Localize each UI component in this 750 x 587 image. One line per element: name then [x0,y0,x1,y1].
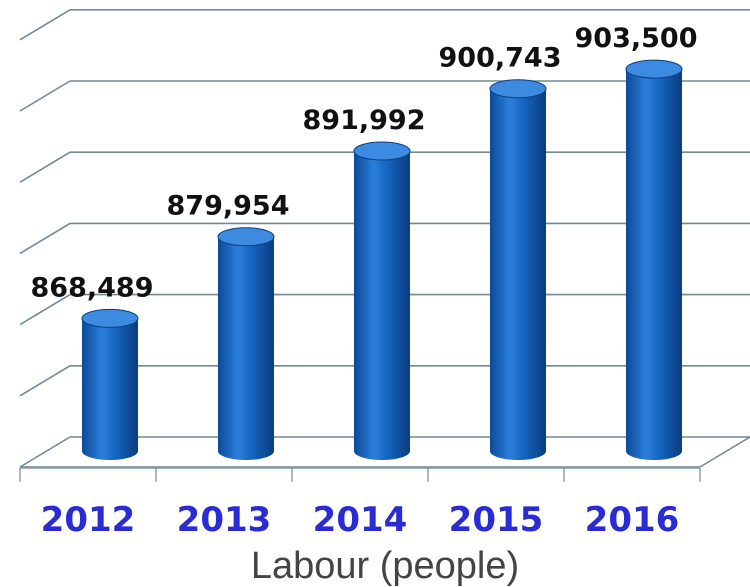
bar-body [354,151,410,460]
bar-top [81,308,139,328]
gridline-depth [19,151,71,183]
category-label: 2016 [585,500,680,540]
gridline-depth [19,365,71,397]
category-label: 2012 [41,500,136,540]
bar-body [218,236,274,460]
bar-top [489,79,547,99]
data-label: 868,489 [31,272,154,303]
bar-body [82,318,138,460]
bar-2015 [489,79,547,460]
x-axis [19,467,701,482]
bar-2012 [81,308,139,460]
gridline-depth [19,436,71,468]
bar-body [490,88,546,460]
gridline-depth [19,293,71,326]
bar-2014 [353,141,411,460]
data-label: 900,743 [439,43,562,74]
category-label: 2013 [177,500,272,540]
category-label: 2014 [313,500,408,540]
bar-body [626,69,682,460]
floor-right-edge [699,436,750,468]
data-labels: 868,489 879,954 891,992 900,743 903,500 [31,23,698,303]
data-label: 903,500 [575,23,698,54]
gridline-depth [19,80,71,112]
bar-top [353,141,411,161]
category-labels: 2012 2013 2014 2015 2016 [41,500,680,540]
x-axis-title: Labour (people) [251,545,519,587]
gridline-depth [19,9,71,41]
bar-2016 [625,59,683,460]
gridline-depth [19,222,71,255]
data-label: 879,954 [167,191,290,222]
data-label: 891,992 [303,105,426,136]
bar-2013 [217,227,275,460]
bar-top [217,227,275,247]
category-label: 2015 [449,500,544,540]
bar-top [625,59,683,79]
bars [81,59,683,460]
